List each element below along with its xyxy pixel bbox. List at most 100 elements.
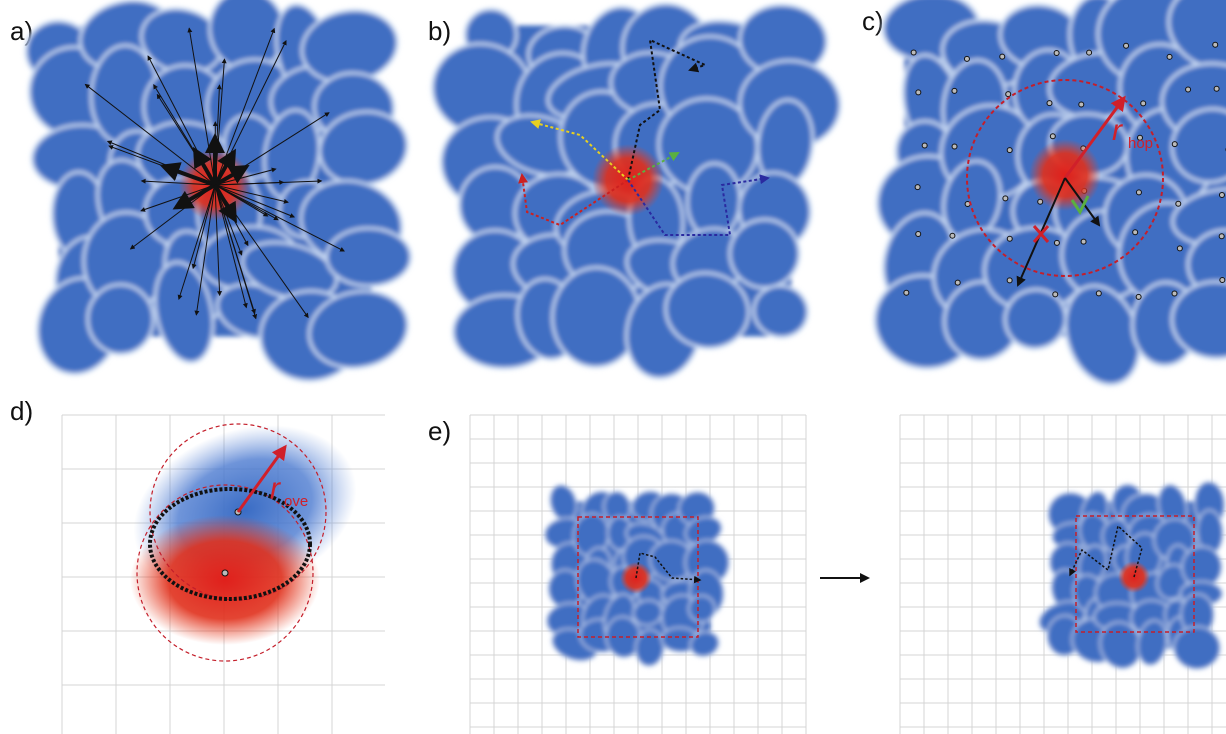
arrow xyxy=(191,184,216,270)
site xyxy=(1002,195,1009,202)
cell xyxy=(634,629,665,667)
site xyxy=(1006,277,1013,284)
arrow xyxy=(140,178,216,186)
site xyxy=(1140,100,1147,107)
arrow xyxy=(236,444,287,513)
site xyxy=(1219,277,1226,284)
cell-cluster xyxy=(873,0,1226,386)
cell xyxy=(240,240,339,301)
arrow xyxy=(172,183,216,210)
cell xyxy=(153,260,215,364)
panel-label: d) xyxy=(10,396,33,426)
site xyxy=(1006,147,1013,154)
dotted-path xyxy=(627,152,680,181)
arrow xyxy=(194,184,216,316)
cell xyxy=(632,599,663,626)
cell xyxy=(1003,287,1068,350)
cell xyxy=(325,226,413,288)
r-ove-subscript: ove xyxy=(284,493,308,510)
site xyxy=(1080,238,1087,245)
panel-label: a) xyxy=(10,16,33,46)
site xyxy=(1166,53,1173,60)
arrow xyxy=(214,184,296,218)
site xyxy=(915,231,922,238)
arrow xyxy=(214,180,285,186)
cell-cluster xyxy=(1038,481,1226,670)
site xyxy=(1052,291,1059,298)
site xyxy=(1086,49,1093,56)
dotted-path xyxy=(635,552,702,584)
site xyxy=(1123,42,1130,49)
cell xyxy=(307,289,409,370)
site xyxy=(1135,293,1142,300)
site xyxy=(1218,233,1225,240)
particle xyxy=(1029,139,1101,211)
site xyxy=(1136,134,1143,141)
site xyxy=(1132,229,1139,236)
overlap-region xyxy=(148,487,312,601)
panel-label: c) xyxy=(862,6,884,36)
dotted-path xyxy=(518,173,629,227)
site xyxy=(1046,100,1053,107)
site xyxy=(903,289,910,296)
overlap-radius xyxy=(136,484,314,662)
site xyxy=(915,89,922,96)
site xyxy=(1053,49,1060,56)
accept-mark xyxy=(1070,195,1090,215)
site xyxy=(914,184,921,191)
cell xyxy=(318,110,409,187)
arrow xyxy=(213,148,236,186)
arrow xyxy=(1064,177,1101,227)
arrow xyxy=(129,184,216,250)
cell xyxy=(689,630,720,658)
site xyxy=(1175,200,1182,207)
site xyxy=(951,87,958,94)
site xyxy=(1171,141,1178,148)
box xyxy=(1075,515,1195,633)
cell xyxy=(86,283,155,356)
box xyxy=(577,516,699,638)
arrow xyxy=(1063,95,1126,179)
r-hop-symbol: r xyxy=(1112,114,1123,147)
dotted-path xyxy=(627,38,708,181)
artwork xyxy=(24,0,1226,734)
site xyxy=(1176,245,1183,252)
site xyxy=(1049,133,1056,140)
arrow xyxy=(214,184,269,217)
site xyxy=(951,143,958,150)
site xyxy=(1218,192,1225,199)
site xyxy=(963,55,970,62)
site xyxy=(1095,290,1102,297)
cell xyxy=(1170,107,1226,184)
cell xyxy=(1173,625,1221,670)
r-hop-subscript: hop xyxy=(1128,135,1153,152)
arrow xyxy=(214,184,289,204)
site xyxy=(954,279,961,286)
cell xyxy=(664,271,750,350)
cell xyxy=(1186,228,1226,298)
dotted-path xyxy=(627,174,770,236)
arrow xyxy=(213,164,250,187)
arrow xyxy=(213,184,237,224)
arrow xyxy=(159,162,216,187)
overlap-radius xyxy=(149,423,327,601)
site xyxy=(1212,41,1219,48)
site xyxy=(921,142,928,149)
site xyxy=(221,569,229,577)
site xyxy=(1006,235,1013,242)
hop-radius xyxy=(966,79,1164,277)
r-ove-symbol: r xyxy=(270,472,281,505)
panel-label: b) xyxy=(428,16,451,46)
site xyxy=(1053,239,1060,246)
site xyxy=(1078,101,1085,108)
dotted-path xyxy=(1069,524,1143,578)
site xyxy=(910,49,917,56)
cell xyxy=(1170,280,1226,360)
red-density xyxy=(130,515,320,645)
site xyxy=(1171,290,1178,297)
site xyxy=(949,232,956,239)
arrow xyxy=(177,184,216,300)
site xyxy=(1185,86,1192,93)
cell xyxy=(752,284,809,339)
